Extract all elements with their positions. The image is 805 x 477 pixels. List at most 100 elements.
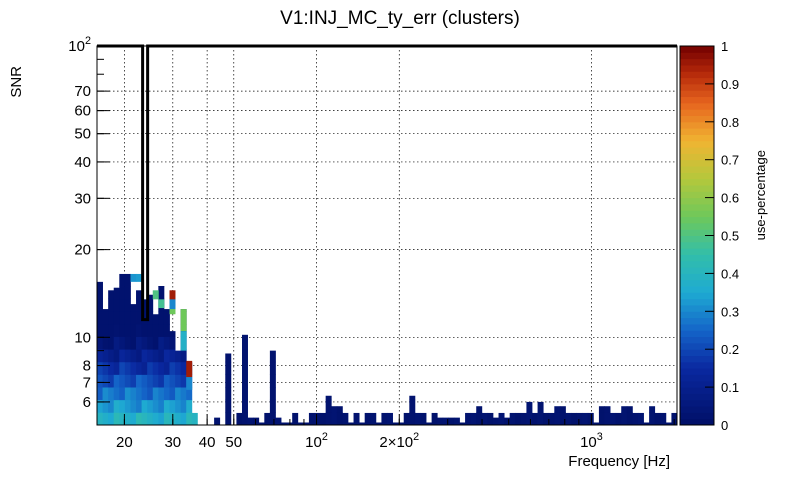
heatmap-cell bbox=[649, 406, 655, 413]
heatmap-cell bbox=[409, 400, 415, 413]
colorbar-tick-label: 0.2 bbox=[721, 342, 739, 357]
heatmap-cell bbox=[125, 274, 131, 286]
colorbar-swatch bbox=[680, 393, 714, 400]
heatmap-cell bbox=[270, 362, 276, 375]
chart-title: V1:INJ_MC_ty_err (clusters) bbox=[280, 8, 520, 29]
heatmap-cell bbox=[158, 324, 164, 337]
heatmap-cell bbox=[147, 387, 153, 400]
colorbar-swatch bbox=[680, 115, 714, 122]
heatmap-cell bbox=[119, 274, 125, 286]
heatmap-cell bbox=[181, 349, 187, 362]
colorbar-swatch bbox=[680, 90, 714, 97]
heatmap-cell bbox=[248, 418, 254, 426]
heatmap-cell bbox=[225, 374, 231, 387]
colorbar-swatch bbox=[680, 374, 714, 381]
x-tick-label: 30 bbox=[164, 434, 181, 451]
heatmap-cell bbox=[337, 406, 343, 413]
colorbar-swatch bbox=[680, 52, 714, 59]
heatmap-cell bbox=[119, 349, 125, 362]
colorbar-swatch bbox=[680, 305, 714, 312]
heatmap-cell bbox=[164, 311, 170, 324]
heatmap-cell bbox=[164, 412, 170, 425]
heatmap-cell bbox=[125, 311, 131, 324]
heatmap-cell bbox=[142, 400, 148, 413]
heatmap-cell bbox=[114, 349, 120, 362]
heatmap-cell bbox=[181, 374, 187, 387]
y-tick-label: 102 bbox=[68, 35, 91, 55]
colorbar-swatch bbox=[680, 362, 714, 369]
heatmap-cell bbox=[125, 286, 131, 299]
heatmap-cell bbox=[130, 324, 136, 337]
colorbar-swatch bbox=[680, 248, 714, 255]
heatmap-cell-high bbox=[153, 290, 159, 299]
heatmap-cell bbox=[130, 349, 136, 362]
heatmap-cell bbox=[158, 362, 164, 375]
heatmap-cell bbox=[170, 349, 176, 362]
heatmap-cell bbox=[142, 387, 148, 400]
heatmap-cell bbox=[599, 412, 605, 425]
heatmap-cell bbox=[108, 412, 114, 425]
heatmap-cell bbox=[158, 286, 164, 299]
colorbar-tick-label: 0.1 bbox=[721, 380, 739, 395]
heatmap-cell bbox=[125, 299, 131, 312]
heatmap-cell bbox=[142, 337, 148, 350]
heatmap-cell bbox=[114, 400, 120, 413]
colorbar-swatch bbox=[680, 103, 714, 110]
heatmap-cell bbox=[175, 362, 181, 375]
heatmap-cell bbox=[136, 290, 142, 299]
heatmap-cell bbox=[147, 400, 153, 413]
colorbar-swatch bbox=[680, 381, 714, 388]
heatmap-cell bbox=[114, 288, 120, 299]
heatmap-cell bbox=[108, 290, 114, 299]
colorbar-swatch bbox=[680, 179, 714, 186]
heatmap-cell bbox=[499, 413, 505, 425]
heatmap-cell bbox=[175, 374, 181, 387]
heatmap-cell bbox=[97, 286, 103, 299]
heatmap-cell bbox=[526, 412, 532, 425]
heatmap-cell bbox=[125, 412, 131, 425]
heatmap-cell bbox=[532, 413, 538, 425]
x-tick-label: 2×102 bbox=[379, 431, 419, 451]
colorbar-swatch bbox=[680, 153, 714, 160]
heatmap-cell bbox=[409, 396, 415, 400]
heatmap-cell bbox=[582, 413, 588, 425]
heatmap-cell bbox=[147, 374, 153, 387]
heatmap-cell bbox=[170, 331, 176, 337]
heatmap-cell bbox=[242, 412, 248, 425]
heatmap-cell bbox=[136, 337, 142, 350]
colorbar-swatch bbox=[680, 311, 714, 318]
heatmap-cell bbox=[136, 387, 142, 400]
heatmap-cell bbox=[510, 413, 516, 425]
heatmap-cell bbox=[136, 400, 142, 413]
colorbar-tick-label: 0.5 bbox=[721, 229, 739, 244]
heatmap-cell bbox=[242, 374, 248, 387]
heatmap-cell bbox=[655, 413, 661, 425]
y-tick-label: 70 bbox=[74, 83, 91, 100]
heatmap-cell bbox=[526, 402, 532, 413]
heatmap-cell bbox=[125, 362, 131, 375]
x-tick-label: 103 bbox=[580, 431, 603, 451]
heatmap-cell bbox=[97, 349, 103, 362]
heatmap-cell bbox=[125, 337, 131, 350]
heatmap-cell bbox=[158, 387, 164, 400]
y-tick-label: 60 bbox=[74, 103, 91, 120]
heatmap-cell bbox=[158, 374, 164, 387]
heatmap-cell bbox=[153, 362, 159, 375]
heatmap-cell bbox=[142, 362, 148, 375]
colorbar-swatch bbox=[680, 229, 714, 236]
heatmap-cell bbox=[627, 406, 633, 413]
colorbar-tick-label: 0.3 bbox=[721, 304, 739, 319]
colorbar-swatch bbox=[680, 166, 714, 173]
heatmap-cell bbox=[616, 413, 622, 425]
heatmap-cell bbox=[186, 400, 192, 413]
colorbar-tick-label: 0 bbox=[721, 418, 728, 433]
heatmap-cell bbox=[543, 413, 549, 425]
heatmap-cell bbox=[103, 387, 109, 400]
heatmap-cell bbox=[588, 413, 594, 425]
colorbar-swatch bbox=[680, 280, 714, 287]
colorbar-swatch bbox=[680, 368, 714, 375]
colorbar: 00.10.20.30.40.50.60.70.80.91 bbox=[680, 39, 739, 433]
colorbar-swatch bbox=[680, 261, 714, 268]
heatmap-cell bbox=[164, 309, 170, 312]
heatmap-cell bbox=[114, 299, 120, 312]
